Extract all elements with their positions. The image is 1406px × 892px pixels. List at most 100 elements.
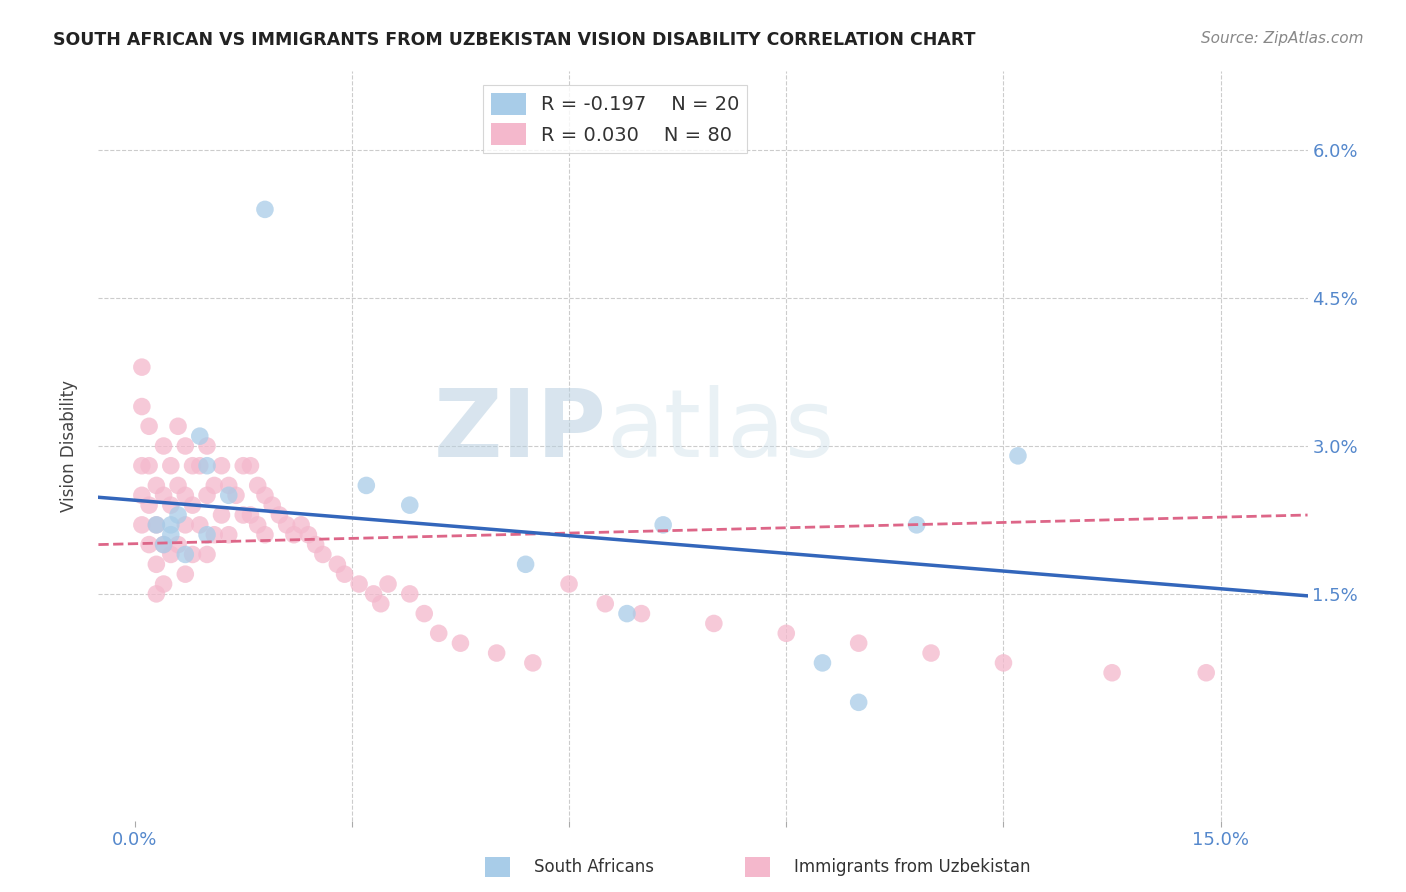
Point <box>188 517 211 532</box>
Point <box>363 587 385 601</box>
Text: atlas: atlas <box>606 385 835 477</box>
Point <box>181 498 204 512</box>
Point <box>202 527 225 541</box>
Point <box>276 517 298 532</box>
Point <box>522 656 544 670</box>
Point <box>138 498 160 512</box>
Point <box>262 498 284 512</box>
Point <box>905 517 928 532</box>
Point <box>167 478 190 492</box>
Point <box>232 458 254 473</box>
Point <box>449 636 471 650</box>
Point <box>145 478 167 492</box>
Point <box>515 558 537 572</box>
Point <box>413 607 436 621</box>
Text: Immigrants from Uzbekistan: Immigrants from Uzbekistan <box>794 858 1031 876</box>
Point <box>152 488 174 502</box>
Point <box>152 439 174 453</box>
Point <box>152 538 174 552</box>
Point <box>848 636 870 650</box>
Point <box>195 548 218 562</box>
Point <box>218 478 240 492</box>
Point <box>283 527 305 541</box>
Point <box>195 488 218 502</box>
Point <box>195 439 218 453</box>
Point <box>145 517 167 532</box>
Point <box>218 488 240 502</box>
Point <box>558 577 581 591</box>
Legend: R = -0.197    N = 20, R = 0.030    N = 80: R = -0.197 N = 20, R = 0.030 N = 80 <box>484 85 748 153</box>
Point <box>174 517 197 532</box>
Point <box>253 488 276 502</box>
Y-axis label: Vision Disability: Vision Disability <box>59 380 77 512</box>
Point <box>253 202 276 217</box>
Point <box>1007 449 1029 463</box>
Point <box>398 498 420 512</box>
Point <box>145 517 167 532</box>
Point <box>377 577 399 591</box>
Point <box>232 508 254 522</box>
Point <box>775 626 797 640</box>
Point <box>131 458 153 473</box>
Point <box>993 656 1015 670</box>
Point <box>152 538 174 552</box>
Point <box>167 419 190 434</box>
Point <box>131 517 153 532</box>
Point <box>1101 665 1123 680</box>
Point <box>152 577 174 591</box>
Text: ZIP: ZIP <box>433 385 606 477</box>
Point <box>269 508 291 522</box>
Point <box>253 527 276 541</box>
Point <box>159 458 181 473</box>
Point <box>333 567 356 582</box>
Point <box>174 488 197 502</box>
Point <box>703 616 725 631</box>
Point <box>427 626 450 640</box>
Point <box>174 567 197 582</box>
Point <box>920 646 942 660</box>
Point <box>246 478 269 492</box>
Text: Source: ZipAtlas.com: Source: ZipAtlas.com <box>1201 31 1364 46</box>
Point <box>145 587 167 601</box>
Point <box>1195 665 1218 680</box>
Point <box>159 517 181 532</box>
Point <box>174 548 197 562</box>
Point <box>188 458 211 473</box>
Point <box>811 656 834 670</box>
Point <box>297 527 319 541</box>
Point <box>312 548 335 562</box>
Point <box>138 458 160 473</box>
Point <box>145 558 167 572</box>
Point <box>246 517 269 532</box>
Point <box>174 439 197 453</box>
Point <box>485 646 508 660</box>
Point <box>211 458 233 473</box>
Point <box>202 478 225 492</box>
Text: South Africans: South Africans <box>534 858 654 876</box>
Point <box>218 527 240 541</box>
Point <box>195 458 218 473</box>
Point <box>131 400 153 414</box>
Point <box>630 607 652 621</box>
Point <box>159 548 181 562</box>
Point <box>188 429 211 443</box>
Point <box>159 498 181 512</box>
Point <box>290 517 312 532</box>
Point <box>181 548 204 562</box>
Point <box>131 488 153 502</box>
Point <box>159 527 181 541</box>
Point <box>356 478 378 492</box>
Point <box>652 517 675 532</box>
Point <box>304 538 326 552</box>
Point <box>239 458 262 473</box>
Point <box>138 538 160 552</box>
Point <box>616 607 638 621</box>
Point <box>181 458 204 473</box>
Point <box>195 527 218 541</box>
Point <box>347 577 370 591</box>
Point <box>593 597 616 611</box>
Point <box>131 360 153 375</box>
Point <box>167 538 190 552</box>
Point <box>225 488 247 502</box>
Point <box>370 597 392 611</box>
